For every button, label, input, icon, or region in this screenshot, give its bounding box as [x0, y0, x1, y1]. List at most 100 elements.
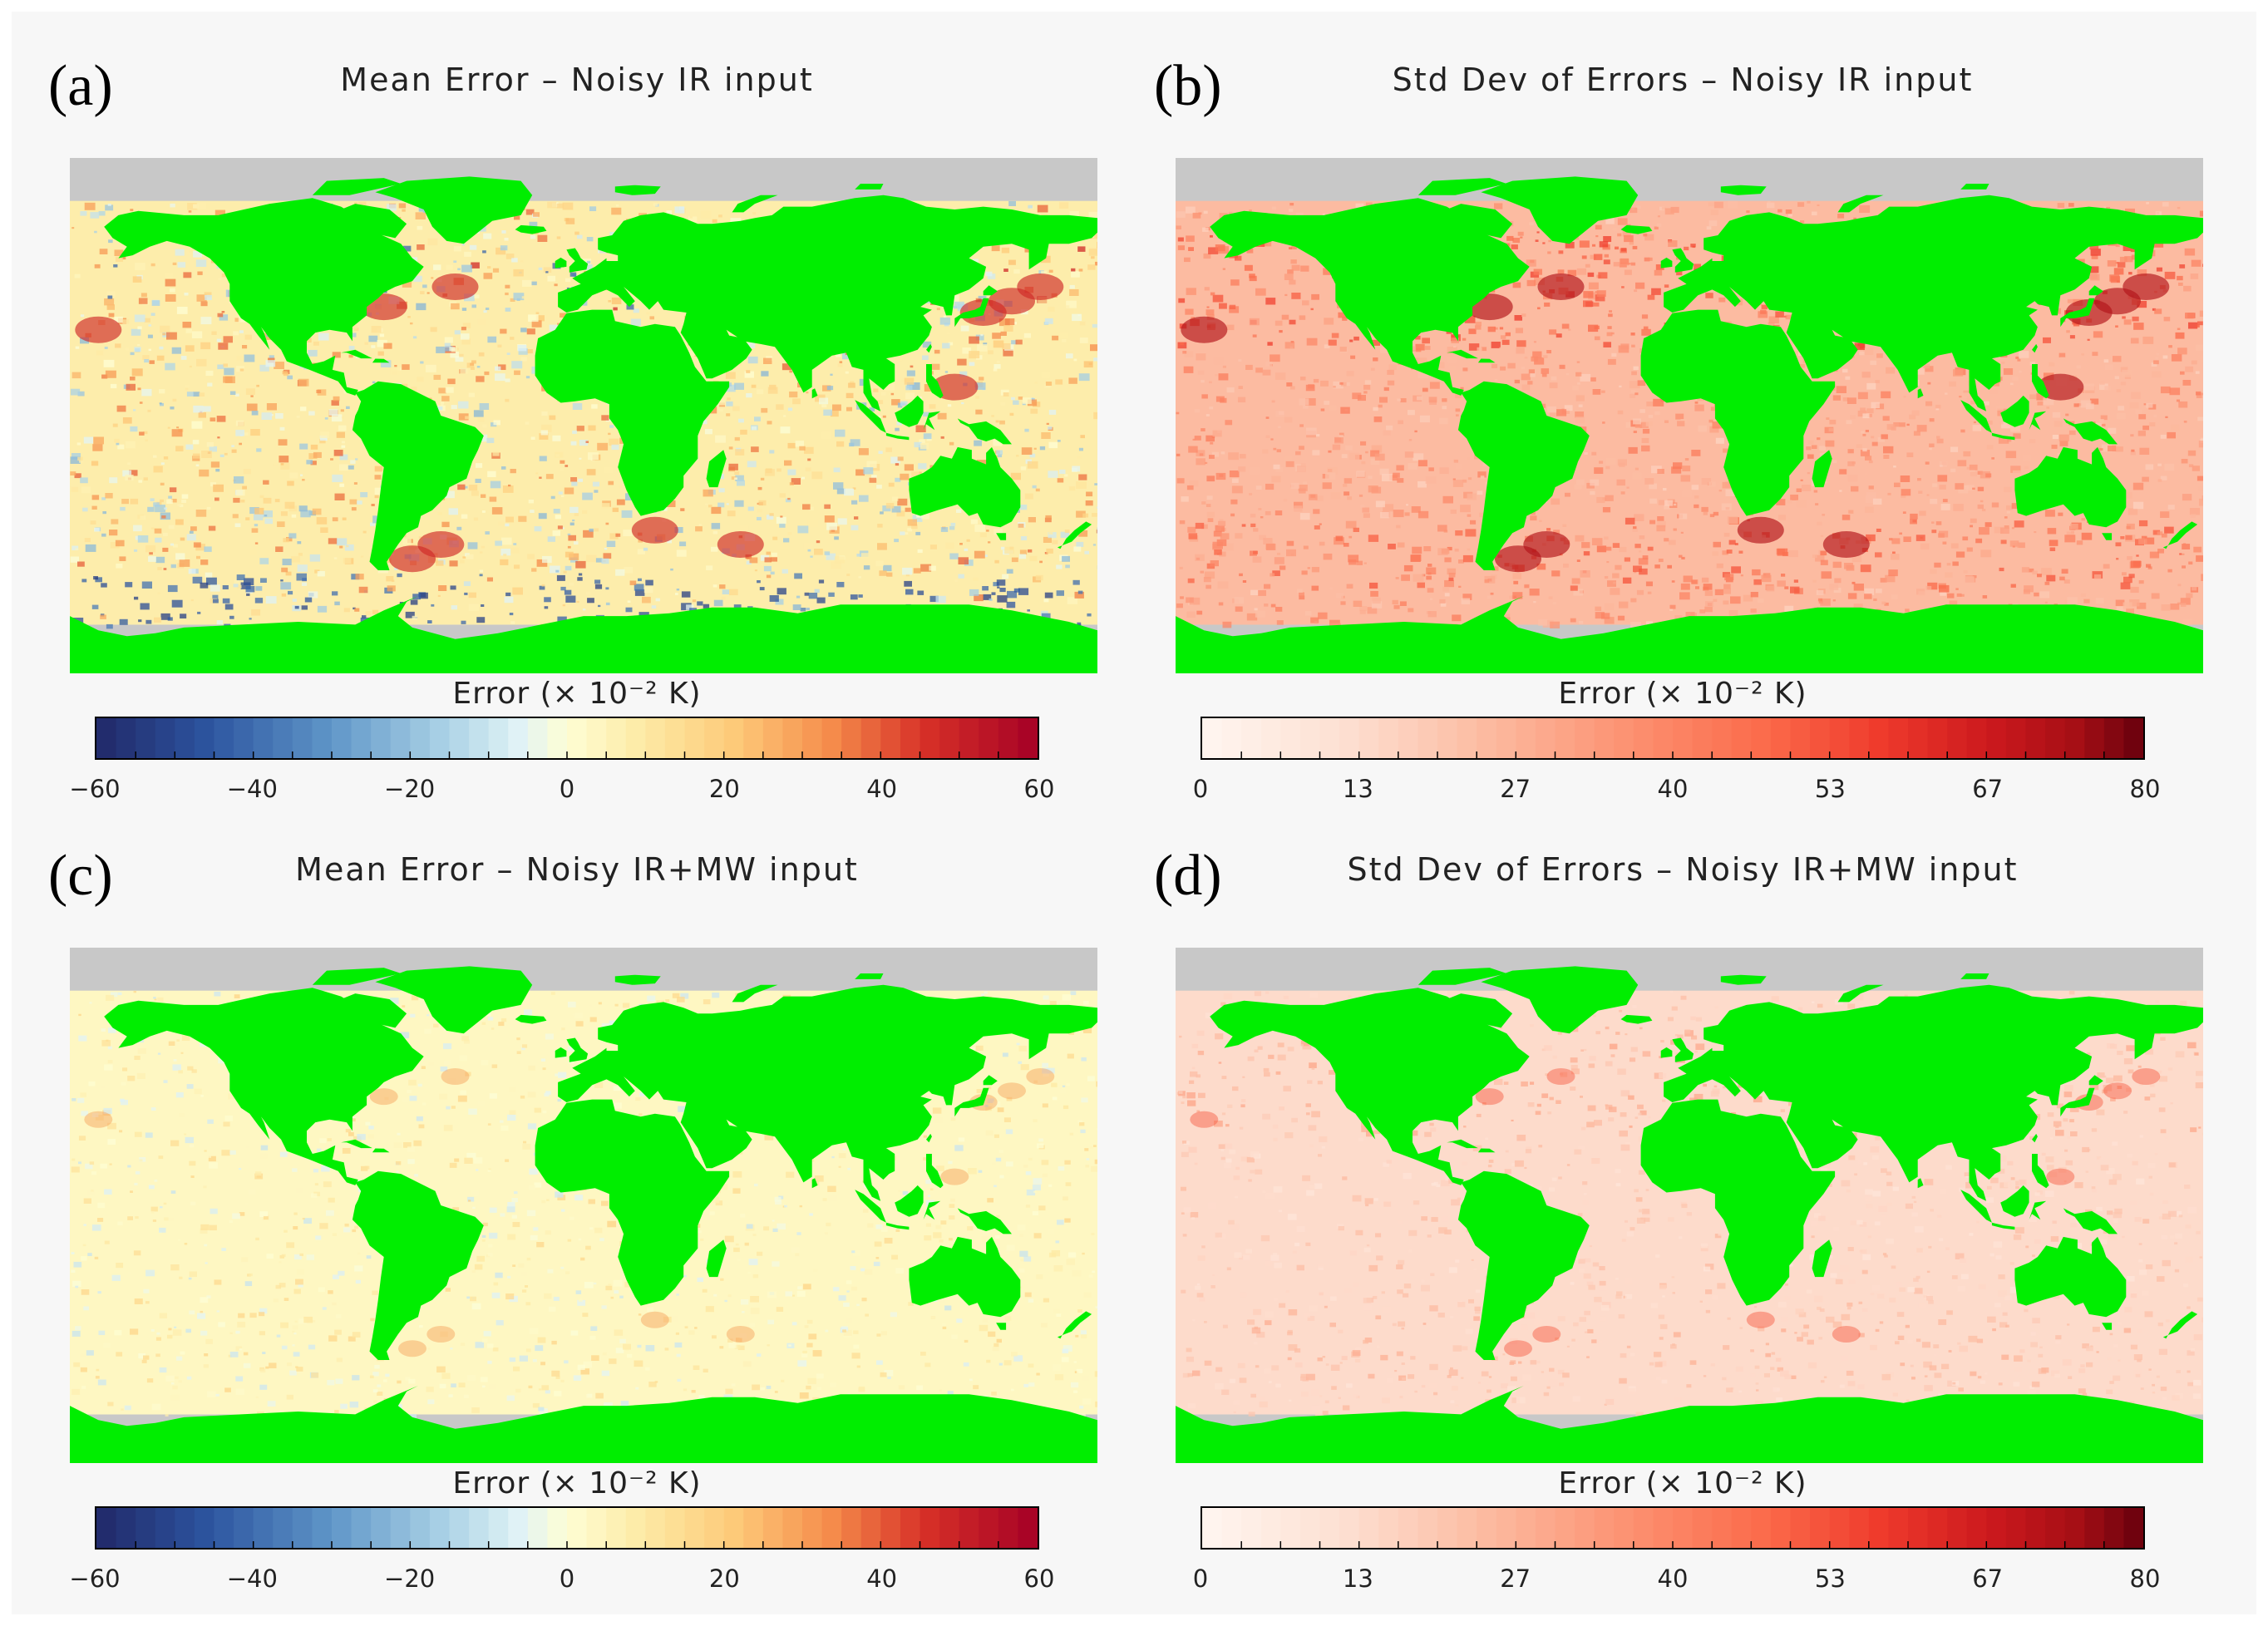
colorbar-segment: [1810, 1508, 1831, 1548]
colorbar-segment: [175, 718, 195, 758]
colorbar-segment: [684, 718, 705, 758]
colorbar-segment: [1260, 718, 1281, 758]
colorbar-segment: [1535, 718, 1556, 758]
colorbar-segment: [1516, 718, 1536, 758]
colorbar-segment: [979, 718, 999, 758]
land-taiwan: [2032, 343, 2038, 353]
colorbar-segment: [1849, 1508, 1870, 1548]
colorbar-segment: [1633, 718, 1654, 758]
colorbar-segment: [1221, 1508, 1242, 1548]
colorbar-segment: [410, 1508, 431, 1548]
colorbar-segment: [1437, 1508, 1458, 1548]
land-ellesmere: [312, 968, 402, 985]
colorbar-tick-label: 40: [866, 1564, 898, 1593]
colorbar-segment: [1731, 718, 1752, 758]
land-greenland: [375, 966, 533, 1034]
land-ireland: [1660, 257, 1673, 269]
land-tasmania: [2102, 1323, 2113, 1330]
land-svalbard: [1720, 974, 1767, 985]
colorbar-segment: [2123, 1508, 2144, 1548]
land-hispaniola: [372, 358, 390, 363]
colorbar-segment: [2005, 718, 2027, 758]
land-new-guinea: [2063, 1208, 2118, 1234]
land-greenland: [1481, 176, 1639, 244]
world-map: [70, 948, 1097, 1463]
land-sulawesi: [2029, 411, 2047, 431]
colorbar-label: Error (× 10⁻² K): [452, 677, 702, 711]
land-cuba: [341, 1139, 372, 1149]
colorbar-segment: [704, 1508, 725, 1548]
land-taiwan: [2032, 1133, 2038, 1143]
colorbar-tick-label: 27: [1500, 1564, 1531, 1593]
land-sumatra: [855, 400, 886, 433]
colorbar-segment: [900, 718, 921, 758]
colorbar-segment: [880, 1508, 901, 1548]
colorbar-segment: [371, 1508, 392, 1548]
colorbar-segment: [2025, 1508, 2046, 1548]
colorbar-segment: [762, 1508, 784, 1548]
land-north-america: [1210, 988, 1530, 1185]
colorbar-segment: [1868, 718, 1890, 758]
colorbar-segment: [841, 1508, 862, 1548]
land-eurasia: [558, 984, 1097, 1201]
colorbar-segment: [1418, 1508, 1438, 1548]
colorbar-segment: [586, 718, 607, 758]
colorbar-segment: [508, 1508, 529, 1548]
colorbar-segment: [1555, 1508, 1575, 1548]
land-cuba: [1447, 349, 1478, 359]
land-severnaya: [855, 184, 884, 190]
land-baffin: [1432, 993, 1513, 1028]
land-new-zealand: [2162, 1311, 2198, 1339]
panel-title: Std Dev of Errors – Noisy IR+MW input: [1347, 851, 2019, 888]
colorbar-segment: [488, 718, 509, 758]
land-svalbard: [614, 185, 661, 195]
colorbar-segment: [645, 718, 666, 758]
colorbar-tick-label: −60: [69, 1564, 121, 1593]
land-borneo: [895, 395, 924, 427]
colorbar-segment: [723, 718, 744, 758]
land-uk: [566, 1037, 589, 1062]
colorbar-segment: [704, 718, 725, 758]
colorbar-segment: [2025, 718, 2046, 758]
colorbar-segment: [1555, 718, 1575, 758]
colorbar-segment: [1986, 718, 2007, 758]
colorbar-segment: [136, 1508, 156, 1548]
colorbar-segment: [1966, 1508, 1987, 1548]
colorbar-segment: [1457, 718, 1477, 758]
colorbar-tick-label: 60: [1023, 1564, 1055, 1593]
land-sulawesi: [923, 1200, 941, 1220]
panel-d: (d) Std Dev of Errors – Noisy IR+MW inpu…: [1117, 801, 2223, 1593]
land-svalbard: [1720, 185, 1767, 195]
colorbar-segment: [1457, 1508, 1477, 1548]
land-uk: [566, 248, 589, 273]
colorbar-segment: [194, 718, 215, 758]
colorbar-segment: [527, 718, 549, 758]
colorbar-segment: [939, 718, 960, 758]
colorbar-segment: [390, 718, 411, 758]
colorbar-segment: [469, 1508, 490, 1548]
land-ireland: [555, 1047, 567, 1058]
land-antarctica: [70, 1386, 1097, 1463]
land-africa: [535, 1099, 730, 1306]
colorbar-segment: [2084, 718, 2105, 758]
land-uk: [1672, 248, 1694, 273]
land-sumatra: [1960, 400, 1992, 433]
land-sumatra: [855, 1190, 886, 1223]
panel-label: (b): [1154, 54, 1222, 118]
colorbar-border: [1201, 717, 2145, 760]
land-antarctica: [1176, 1386, 2203, 1463]
colorbar-tick-label: 40: [1657, 1564, 1689, 1593]
colorbar-border: [1201, 1506, 2145, 1550]
colorbar-segment: [567, 1508, 588, 1548]
colorbar-segment: [1241, 1508, 1262, 1548]
land-baffin: [327, 993, 407, 1028]
colorbar-segment: [1751, 1508, 1772, 1548]
colorbar-segment: [332, 1508, 353, 1548]
colorbar-segment: [175, 1508, 195, 1548]
land-australia: [909, 1236, 1021, 1318]
colorbar-segment: [194, 1508, 215, 1548]
colorbar-segment: [2064, 1508, 2085, 1548]
colorbar-segment: [429, 1508, 451, 1548]
colorbar-segment: [1673, 718, 1694, 758]
land-severnaya: [1960, 184, 1989, 190]
